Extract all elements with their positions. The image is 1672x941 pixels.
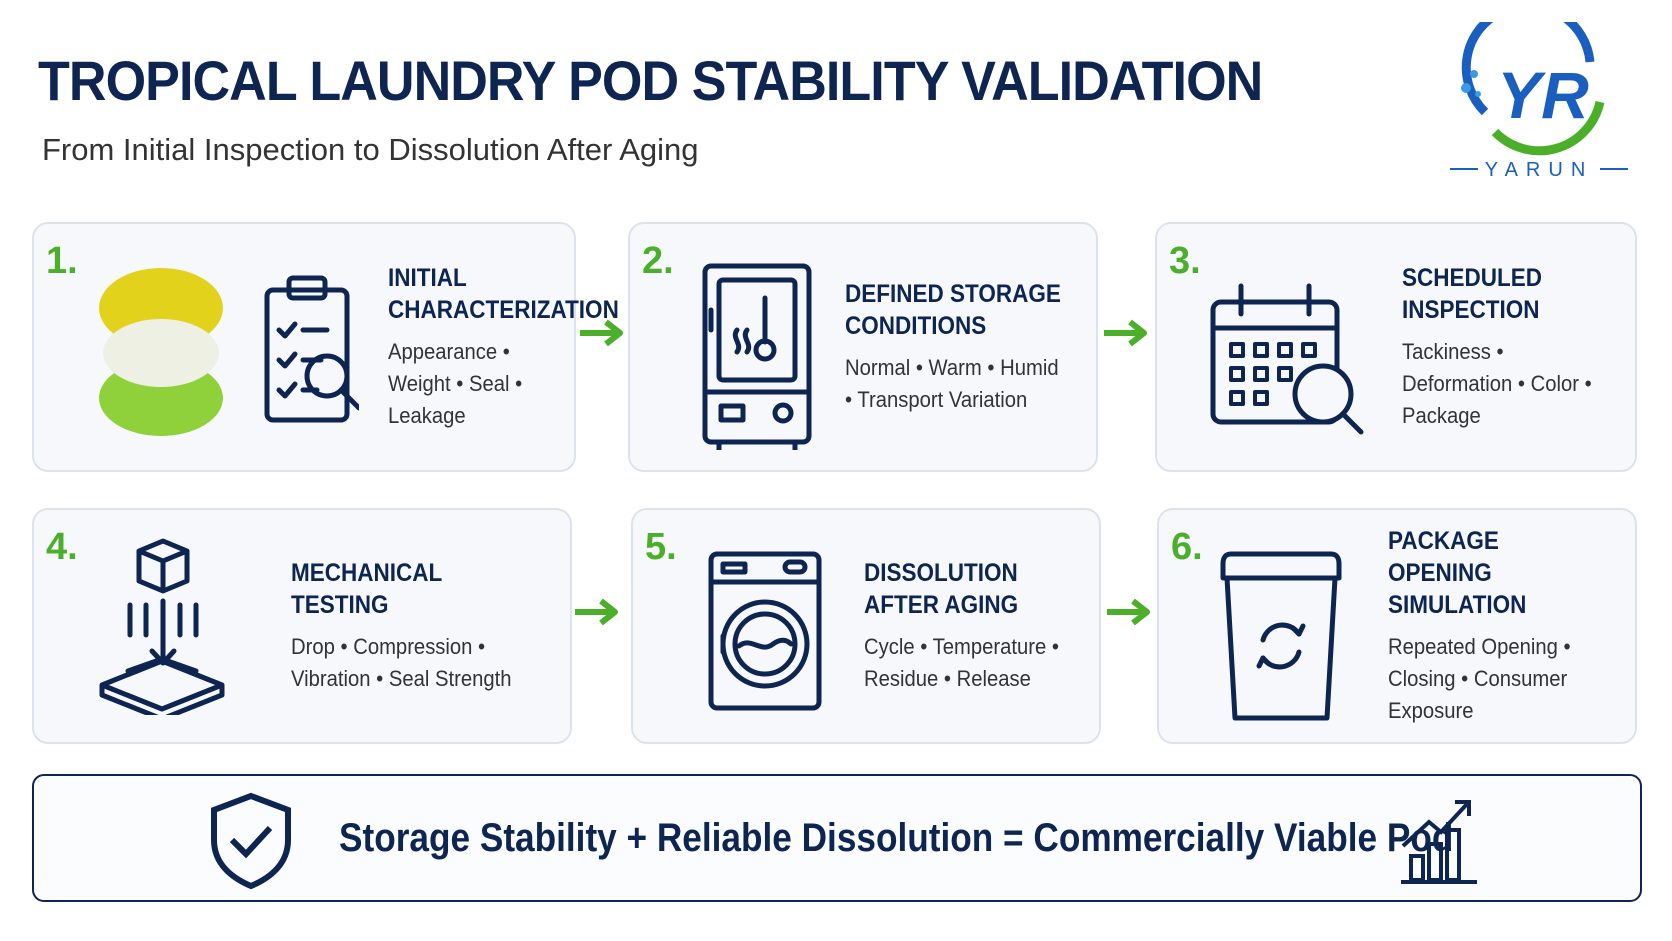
step-details: Appearance • Weight • Seal • Leakage <box>388 339 523 428</box>
step-text: DEFINED STORAGE CONDITIONS Normal • Warm … <box>845 224 1086 470</box>
arrow-graphic <box>1104 319 1147 347</box>
step-details: Tackiness • Deformation • Color • Packag… <box>1402 339 1592 428</box>
step-icon <box>94 535 254 722</box>
step-details: Drop • Compression • Vibration • Seal St… <box>291 634 512 691</box>
step-text: MECHANICAL TESTING Drop • Compression • V… <box>291 510 560 742</box>
arrow-graphic <box>575 598 618 626</box>
step-title: MECHANICAL TESTING <box>291 559 442 619</box>
step-title: SCHEDULED INSPECTION <box>1402 264 1543 324</box>
flow-arrow <box>573 597 623 627</box>
step-title: INITIAL CHARACTERIZATION <box>388 264 619 324</box>
flow-arrow <box>1102 318 1152 348</box>
logo: YR YARUN <box>1450 22 1628 181</box>
step-number: 3. <box>1169 240 1201 282</box>
icon-graphic <box>708 551 822 711</box>
logo-mark: YR <box>1497 58 1589 132</box>
step-card: 5. DISSOLUTION AFTER AGING Cycle • Tempera… <box>631 508 1101 744</box>
step-details: Normal • Warm • Humid • Transport Variat… <box>845 355 1059 412</box>
subtitle: From Initial Inspection to Dissolution A… <box>42 132 699 167</box>
step-text: INITIAL CHARACTERIZATION Appearance • Wei… <box>388 224 619 470</box>
step-number: 2. <box>642 240 674 282</box>
step-text: SCHEDULED INSPECTION Tackiness • Deformat… <box>1402 224 1625 470</box>
step-text: PACKAGE OPENING SIMULATION Repeated Openi… <box>1388 510 1625 742</box>
step-card: 4. MECHANICAL TESTING Drop • Compression •… <box>32 508 572 744</box>
step-card: 1. INITIAL CHARACTERIZATION Appearance • W… <box>32 222 619 472</box>
step-text: DISSOLUTION AFTER AGING Cycle • Temperatu… <box>864 510 1089 742</box>
flow-arrow <box>578 318 628 348</box>
icon-graphic <box>702 263 812 453</box>
step-title: DEFINED STORAGE CONDITIONS <box>845 280 1061 340</box>
step-number: 4. <box>46 526 78 568</box>
step-number: 1. <box>46 240 78 282</box>
step-card: 6. PACKAGE OPENING SIMULATION Repeated Ope… <box>1157 508 1637 744</box>
shield-icon <box>211 792 291 890</box>
step-card: 2. DEFINED STORAGE CONDITIONS Normal • War… <box>628 222 1098 472</box>
arrow-graphic <box>580 319 623 347</box>
flow-arrow <box>1105 597 1155 627</box>
step-icon <box>1217 544 1347 729</box>
step-title: DISSOLUTION AFTER AGING <box>864 559 1019 619</box>
step-number: 6. <box>1171 526 1203 568</box>
arrow-graphic <box>1107 598 1150 626</box>
step-number: 5. <box>645 526 677 568</box>
title: TROPICAL LAUNDRY POD STABILITY VALIDATIO… <box>38 49 1263 112</box>
step-icon <box>705 548 825 723</box>
pod-image <box>99 268 223 436</box>
step-title: PACKAGE OPENING SIMULATION <box>1388 527 1527 619</box>
icon-graphic <box>99 268 362 436</box>
icon-graphic <box>99 538 225 722</box>
summary-box: Storage Stability + Reliable Dissolution… <box>32 774 1642 902</box>
logo-name: YARUN <box>1485 159 1594 181</box>
icon-graphic <box>1220 551 1342 721</box>
step-card: 3. SCHEDULED INSPECTION Tackiness • Deform… <box>1155 222 1637 472</box>
step-details: Repeated Opening • Closing • Consumer Ex… <box>1388 634 1571 723</box>
step-icon <box>697 260 827 455</box>
step-details: Cycle • Temperature • Residue • Release <box>864 634 1059 691</box>
growth-icon <box>1401 800 1477 884</box>
icon-graphic <box>1210 283 1364 435</box>
step-icon <box>1205 276 1375 451</box>
step-icon <box>89 248 362 453</box>
summary-text: Storage Stability + Reliable Dissolution… <box>339 815 1454 860</box>
